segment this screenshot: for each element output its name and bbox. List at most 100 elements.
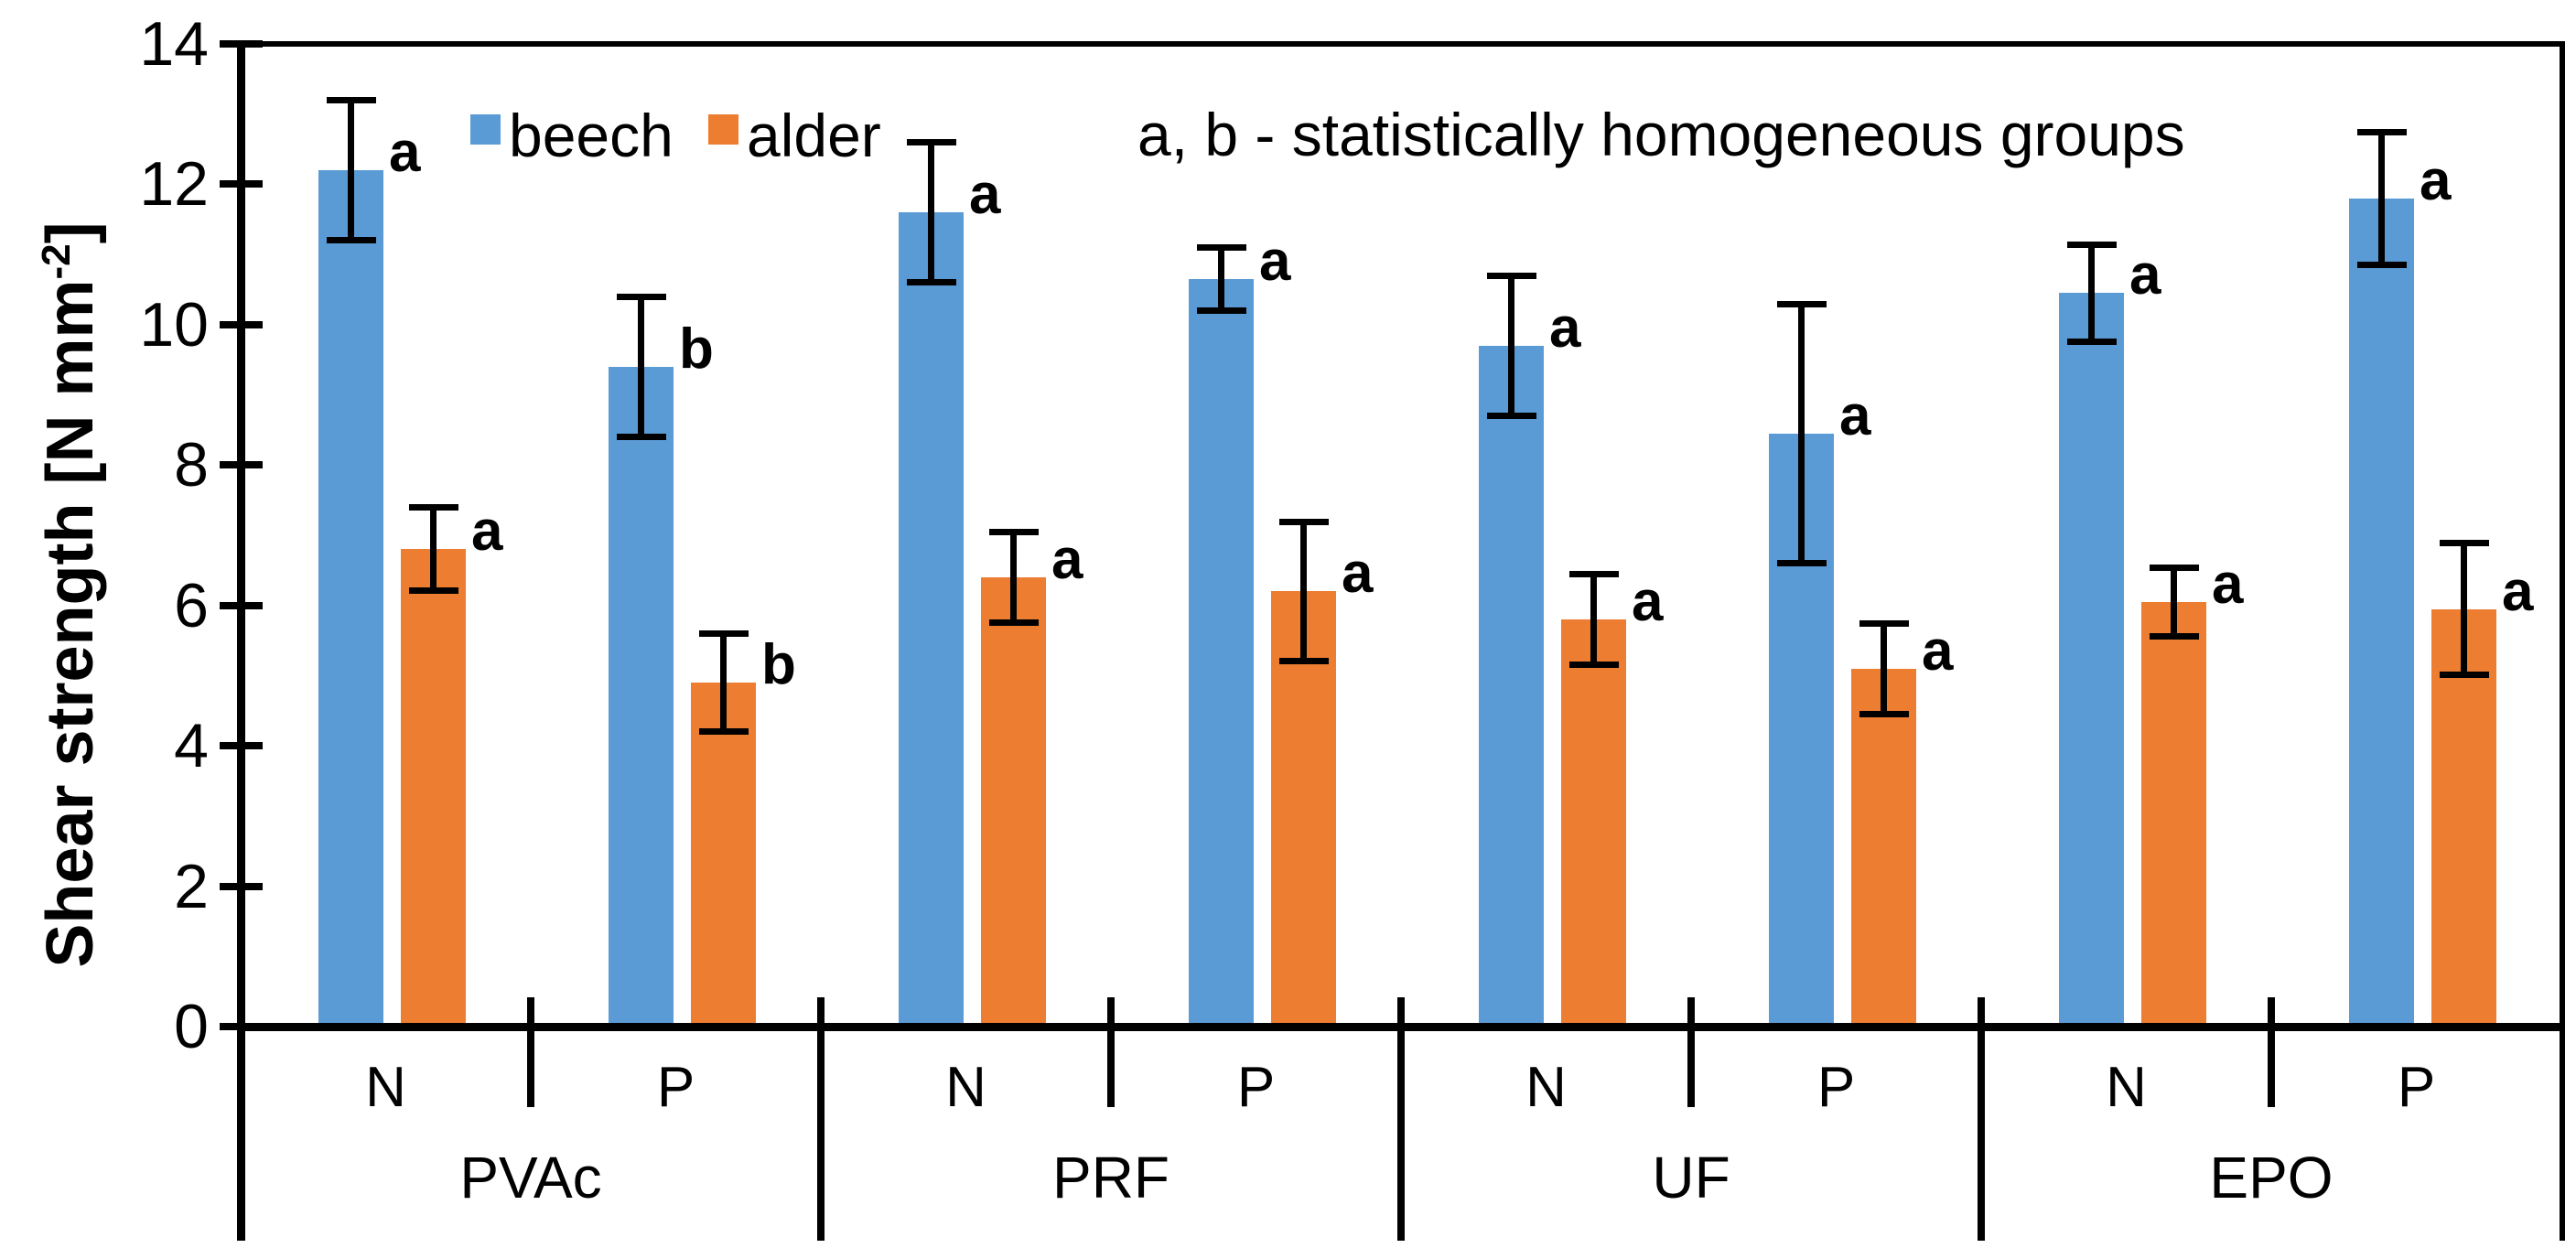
error-bar-cap-bottom-beech-pvac-n: [326, 237, 376, 243]
error-bar-line-beech-epo-p: [2378, 132, 2385, 265]
significance-letter-alder-pvac-p: b: [761, 633, 796, 696]
adhesive-label-prf: PRF: [1052, 1145, 1169, 1210]
error-bar-line-beech-pvac-n: [348, 100, 354, 241]
error-bar-cap-top-beech-pvac-n: [326, 97, 376, 103]
error-bar-line-beech-prf-p: [1218, 247, 1224, 311]
error-bar-cap-top-alder-epo-n: [2149, 565, 2199, 571]
significance-letter-beech-uf-n: a: [1549, 296, 1581, 360]
significance-letter-alder-pvac-n: a: [471, 500, 503, 563]
bar-beech-uf-n: [1479, 346, 1544, 1027]
condition-label-pvac-p: P: [656, 1056, 695, 1119]
bar-beech-epo-n: [2059, 293, 2124, 1027]
significance-letter-beech-epo-n: a: [2129, 243, 2161, 307]
condition-separator-tick: [2268, 997, 2275, 1107]
significance-letter-beech-epo-p: a: [2420, 149, 2452, 212]
group-separator: [817, 997, 825, 1241]
condition-separator-tick: [527, 997, 534, 1107]
bar-beech-prf-n: [899, 212, 964, 1027]
bar-beech-pvac-n: [318, 170, 383, 1027]
plot-right-border: [2560, 41, 2565, 1241]
error-bar-line-alder-uf-p: [1881, 623, 1887, 715]
significance-letter-beech-uf-p: a: [1839, 384, 1871, 447]
y-axis-title-suffix: ]: [34, 221, 107, 244]
error-bar-line-beech-uf-n: [1508, 275, 1514, 416]
error-bar-cap-bottom-alder-uf-p: [1859, 711, 1909, 717]
error-bar-cap-bottom-alder-pvac-p: [698, 728, 749, 735]
bar-alder-epo-n: [2141, 602, 2206, 1027]
bar-beech-epo-p: [2349, 199, 2414, 1027]
significance-letter-alder-epo-p: a: [2502, 560, 2534, 623]
significance-letter-alder-epo-n: a: [2212, 553, 2244, 616]
significance-letter-beech-prf-n: a: [969, 163, 1001, 226]
error-bar-line-beech-uf-p: [1798, 304, 1805, 564]
legend-swatch-beech-icon: [470, 114, 501, 145]
significance-letter-alder-prf-p: a: [1342, 542, 1374, 605]
error-bar-cap-bottom-beech-prf-p: [1196, 307, 1246, 314]
y-axis-title-superscript: -2: [34, 243, 79, 280]
error-bar-cap-top-alder-prf-n: [988, 529, 1039, 535]
error-bar-cap-top-beech-prf-p: [1196, 244, 1246, 251]
error-bar-cap-bottom-alder-epo-p: [2439, 672, 2489, 678]
statistical-groups-annotation: a, b - statistically homogeneous groups: [1137, 101, 2185, 168]
error-bar-cap-bottom-alder-uf-n: [1568, 662, 1619, 668]
y-tick-label: 0: [174, 992, 209, 1061]
condition-label-pvac-n: N: [365, 1056, 406, 1119]
error-bar-cap-bottom-beech-uf-p: [1776, 560, 1827, 566]
error-bar-cap-top-alder-pvac-p: [698, 630, 749, 637]
error-bar-cap-top-alder-epo-p: [2439, 540, 2489, 546]
adhesive-label-uf: UF: [1652, 1145, 1730, 1210]
error-bar-line-alder-prf-p: [1300, 522, 1307, 662]
significance-letter-beech-pvac-n: a: [389, 121, 421, 184]
y-axis-line: [237, 41, 245, 1241]
significance-letter-alder-prf-n: a: [1051, 528, 1083, 591]
error-bar-cap-top-beech-epo-p: [2356, 129, 2407, 135]
error-bar-cap-top-beech-pvac-p: [616, 294, 666, 300]
error-bar-line-beech-prf-n: [928, 142, 934, 283]
error-bar-line-alder-pvac-n: [430, 507, 437, 591]
bar-alder-prf-n: [981, 577, 1046, 1027]
condition-label-epo-p: P: [2397, 1056, 2436, 1119]
error-bar-cap-bottom-beech-prf-n: [906, 279, 956, 285]
error-bar-cap-top-beech-uf-p: [1776, 301, 1827, 307]
error-bar-line-alder-pvac-p: [720, 633, 727, 732]
adhesive-label-epo: EPO: [2209, 1145, 2333, 1210]
condition-label-prf-p: P: [1236, 1056, 1276, 1119]
condition-label-epo-n: N: [2106, 1056, 2147, 1119]
error-bar-cap-bottom-alder-prf-p: [1278, 658, 1329, 664]
significance-letter-beech-prf-p: a: [1259, 230, 1291, 293]
condition-separator-tick: [1107, 997, 1115, 1107]
error-bar-line-beech-epo-n: [2088, 244, 2095, 342]
error-bar-line-alder-epo-p: [2461, 543, 2467, 675]
bar-alder-pvac-p: [691, 683, 756, 1027]
plot-top-border: [237, 41, 2565, 47]
error-bar-line-alder-epo-n: [2171, 567, 2177, 637]
condition-label-uf-p: P: [1816, 1056, 1856, 1119]
error-bar-line-beech-pvac-p: [638, 296, 644, 437]
error-bar-cap-top-alder-uf-n: [1568, 571, 1619, 577]
error-bar-cap-bottom-beech-epo-n: [2066, 339, 2117, 345]
bar-alder-uf-p: [1851, 669, 1916, 1027]
error-bar-cap-top-alder-pvac-n: [408, 504, 458, 511]
bar-beech-prf-p: [1189, 279, 1254, 1027]
y-tick-label: 8: [174, 430, 209, 500]
error-bar-cap-bottom-beech-uf-n: [1486, 413, 1536, 419]
bar-alder-uf-n: [1561, 619, 1626, 1027]
y-tick-label: 6: [174, 570, 209, 640]
legend-label-beech: beech: [509, 102, 674, 169]
condition-label-prf-n: N: [945, 1056, 986, 1119]
group-separator: [1978, 997, 1985, 1241]
bar-alder-pvac-n: [401, 549, 466, 1027]
significance-letter-beech-pvac-p: b: [679, 317, 714, 381]
significance-letter-alder-uf-p: a: [1922, 619, 1954, 683]
error-bar-cap-top-beech-uf-n: [1486, 273, 1536, 279]
error-bar-cap-top-beech-epo-n: [2066, 242, 2117, 248]
error-bar-cap-bottom-alder-prf-n: [988, 619, 1039, 626]
group-separator: [1397, 997, 1405, 1241]
legend-label-alder: alder: [747, 102, 881, 169]
y-tick-label: 2: [174, 851, 209, 921]
error-bar-cap-bottom-beech-epo-p: [2356, 262, 2407, 268]
error-bar-cap-top-beech-prf-n: [906, 139, 956, 145]
legend-swatch-alder-icon: [708, 114, 738, 145]
y-tick-label: 12: [139, 149, 209, 220]
